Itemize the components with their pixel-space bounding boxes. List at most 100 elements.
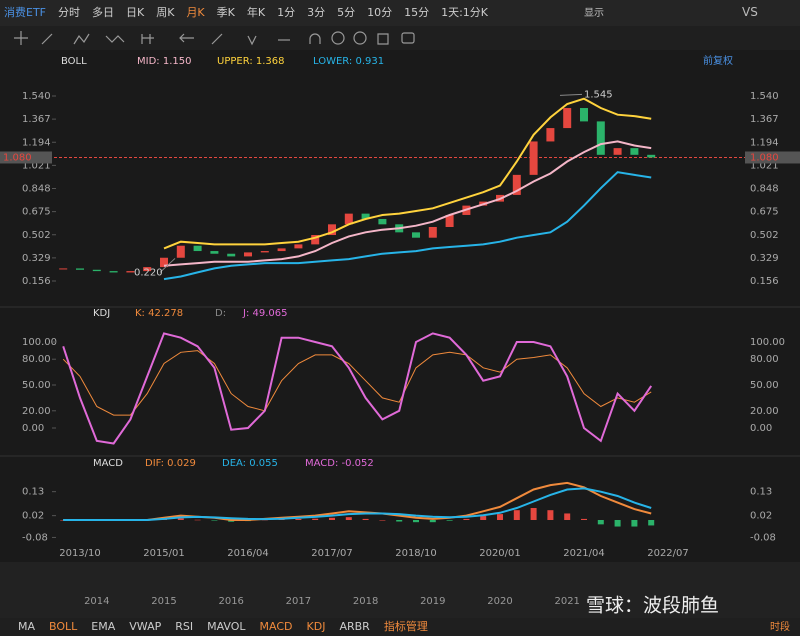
candle xyxy=(529,141,538,175)
y-tick-label: 0.13 xyxy=(22,487,44,498)
indicator-tab[interactable]: BOLL xyxy=(49,620,78,633)
timeframe-tab[interactable]: 周K xyxy=(156,6,175,19)
macd-bar xyxy=(362,518,369,520)
macd-bar xyxy=(480,516,487,520)
y-tick-label: 0.00 xyxy=(22,423,44,434)
high-label: 1.545 xyxy=(584,89,613,100)
candle xyxy=(546,128,555,142)
macd-bar xyxy=(463,518,470,520)
candle xyxy=(596,121,605,155)
boll-mid: MID: 1.150 xyxy=(137,56,191,67)
boll-lower-line xyxy=(163,171,652,281)
timeframe-tab[interactable]: 分时 xyxy=(58,6,80,19)
y-tick-label: 0.329 xyxy=(750,253,779,264)
macd-bar xyxy=(597,520,604,525)
timeframe-tab[interactable]: 3分 xyxy=(307,6,325,19)
last-price-label: 1.080 xyxy=(3,152,32,163)
kdj-d: D: xyxy=(215,308,226,319)
navigator-year: 2018 xyxy=(353,596,378,607)
y-tick-label: 80.00 xyxy=(22,354,51,365)
indicator-tab[interactable]: MAVOL xyxy=(207,620,246,633)
y-tick-label: 100.00 xyxy=(750,337,785,348)
vs-button[interactable]: VS xyxy=(742,5,758,19)
macd-bar xyxy=(396,520,403,522)
y-tick-label: 0.502 xyxy=(750,230,779,241)
timeframe-tab[interactable]: 日K xyxy=(126,6,145,19)
navigator-year: 2015 xyxy=(151,596,176,607)
macd-bar xyxy=(513,510,520,520)
navigator-year: 2014 xyxy=(84,596,109,607)
candle xyxy=(227,253,236,257)
draw-tools[interactable] xyxy=(14,31,415,46)
kdj-k-line xyxy=(62,350,652,416)
y-tick-label: 50.00 xyxy=(750,380,779,391)
macd-label: MACD xyxy=(93,458,123,469)
timeframe-tab[interactable]: 多日 xyxy=(92,5,114,19)
watermark: 雪球：波段肺鱼 xyxy=(586,595,719,617)
x-tick-label: 2021/04 xyxy=(563,548,605,559)
x-tick-label: 2016/04 xyxy=(227,548,269,559)
macd-bar xyxy=(345,517,352,520)
x-tick-label: 2022/07 xyxy=(647,548,689,559)
timeframe-tab[interactable]: 1分 xyxy=(277,6,295,19)
timeframe-tab[interactable]: 月K xyxy=(186,6,205,19)
candle xyxy=(563,108,572,129)
candle xyxy=(294,244,303,249)
y-tick-label: 80.00 xyxy=(750,354,779,365)
candle xyxy=(344,213,353,225)
timeframe-tab[interactable]: 年K xyxy=(247,5,266,19)
y-tick-label: 0.848 xyxy=(22,184,51,195)
candle xyxy=(210,251,219,254)
x-tick-label: 2018/10 xyxy=(395,548,437,559)
boll-upper: UPPER: 1.368 xyxy=(217,56,285,67)
candle xyxy=(176,245,185,258)
macd-bar xyxy=(581,518,587,520)
kdj-j: J: 49.065 xyxy=(242,308,288,319)
draw-toolbar xyxy=(0,26,800,50)
boll-label: BOLL xyxy=(61,56,87,67)
macd-dea: DEA: 0.055 xyxy=(222,458,278,469)
candle xyxy=(580,108,588,122)
candle xyxy=(328,224,336,236)
indicator-tab[interactable]: EMA xyxy=(91,620,115,633)
indicator-tab[interactable]: KDJ xyxy=(307,620,326,633)
navigator[interactable] xyxy=(0,562,800,618)
indicator-tab[interactable]: ARBR xyxy=(339,620,370,633)
timeframe-tab[interactable]: 5分 xyxy=(337,6,355,19)
display-button[interactable]: 显示 xyxy=(584,7,604,19)
indicator-tab[interactable]: VWAP xyxy=(129,620,161,633)
y-tick-label: 0.02 xyxy=(22,511,44,522)
indicator-bar xyxy=(0,618,800,636)
kdj-label: KDJ xyxy=(93,308,110,319)
x-tick-label: 2015/01 xyxy=(143,548,185,559)
boll-lower: LOWER: 0.931 xyxy=(313,56,384,67)
y-tick-label: 1.021 xyxy=(22,160,51,171)
period-button[interactable]: 时段 xyxy=(770,620,790,633)
y-tick-label: 0.156 xyxy=(750,276,779,287)
timeframe-tab[interactable]: 消费ETF xyxy=(4,5,46,19)
y-tick-label: 20.00 xyxy=(22,406,51,417)
indicator-tab[interactable]: MACD xyxy=(260,620,293,633)
timeframe-tab[interactable]: 1天:1分K xyxy=(441,6,489,19)
timeframe-tab[interactable]: 季K xyxy=(217,6,236,19)
indicator-tab[interactable]: MA xyxy=(18,620,35,633)
y-tick-label: 0.02 xyxy=(750,511,772,522)
macd-bar xyxy=(194,519,201,521)
timeframe-tab[interactable]: 10分 xyxy=(367,6,392,19)
candle xyxy=(126,271,135,273)
timeframe-tab[interactable]: 15分 xyxy=(404,6,429,19)
x-tick-label: 2017/07 xyxy=(311,548,353,559)
candle xyxy=(109,271,118,273)
navigator-year: 2017 xyxy=(286,596,311,607)
adjust-button[interactable]: 前复权 xyxy=(703,54,733,67)
indicator-tab[interactable]: 指标管理 xyxy=(384,619,428,633)
candle xyxy=(311,235,320,245)
macd-bar xyxy=(329,517,335,520)
y-tick-label: 1.194 xyxy=(22,137,51,148)
macd-value: MACD: -0.052 xyxy=(305,458,374,469)
macd-bar xyxy=(446,520,453,521)
y-tick-label: 0.848 xyxy=(750,184,779,195)
macd-bar xyxy=(648,520,655,526)
indicator-tab[interactable]: RSI xyxy=(175,620,193,633)
